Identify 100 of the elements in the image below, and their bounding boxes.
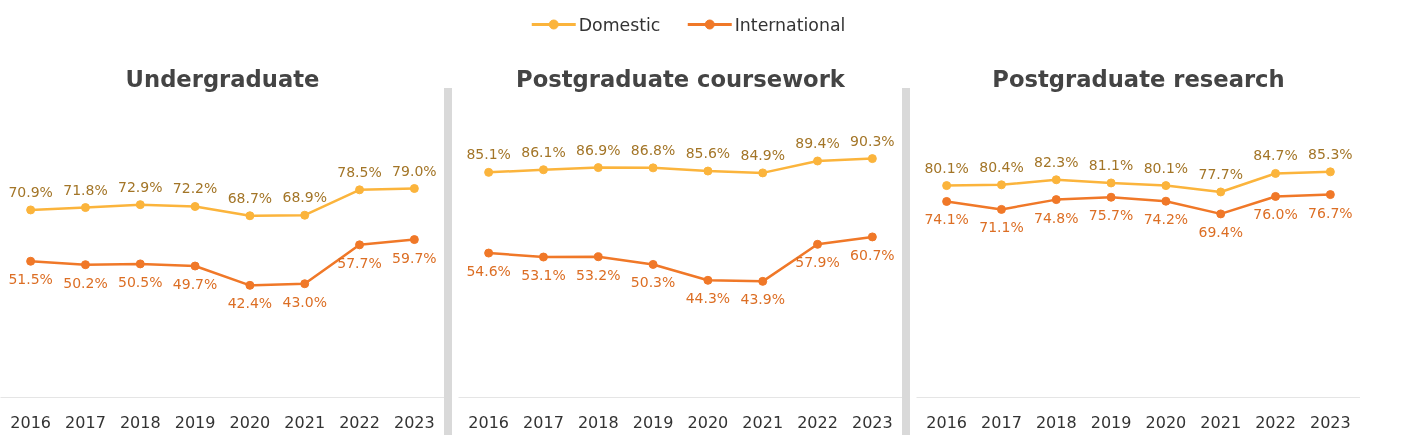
point (1106, 192, 1116, 202)
x-tick-label: 2020 (687, 412, 729, 432)
point (1161, 181, 1171, 191)
data-label: 57.9% (795, 254, 840, 271)
data-label: 82.3% (1034, 153, 1079, 170)
point (26, 256, 36, 266)
point (996, 180, 1006, 190)
data-label: 84.7% (1253, 147, 1298, 164)
chart-title: Postgraduate coursework (516, 65, 846, 92)
point (190, 202, 200, 211)
point (245, 211, 255, 221)
data-label: 68.9% (282, 189, 327, 206)
point (1271, 168, 1281, 178)
legend-label: Domestic (578, 14, 661, 35)
point (409, 235, 419, 245)
point (648, 163, 658, 173)
x-tick-label: 2018 (1035, 412, 1077, 432)
data-label: 68.7% (227, 189, 273, 206)
data-label: 81.1% (1088, 156, 1134, 173)
data-label: 50.3% (630, 274, 676, 291)
data-label: 76.7% (1308, 204, 1353, 221)
point (813, 239, 823, 249)
data-label: 84.9% (740, 146, 785, 163)
point (1106, 178, 1116, 188)
x-tick-label: 2023 (393, 412, 435, 432)
point (1216, 187, 1226, 197)
data-label: 59.7% (392, 249, 437, 266)
x-tick-label: 2017 (981, 412, 1022, 432)
data-label: 71.8% (63, 181, 108, 198)
point (758, 276, 768, 286)
point (1051, 175, 1061, 185)
x-tick-label: 2019 (632, 412, 674, 432)
data-label: 90.3% (850, 132, 895, 149)
point (1325, 167, 1335, 177)
chart-title: Undergraduate (125, 65, 320, 92)
data-label: 54.6% (466, 263, 511, 280)
data-label: 78.5% (337, 163, 382, 180)
data-label: 51.5% (8, 271, 53, 288)
x-tick-label: 2016 (10, 412, 52, 432)
point (484, 167, 494, 177)
x-tick-label: 2016 (926, 412, 968, 432)
point (409, 184, 419, 193)
x-tick-label: 2022 (797, 412, 838, 432)
x-tick-label: 2023 (1309, 412, 1351, 432)
point (1216, 209, 1226, 219)
point (703, 275, 713, 285)
data-label: 71.1% (979, 219, 1024, 236)
x-tick-label: 2021 (742, 412, 784, 432)
x-tick-label: 2019 (1090, 412, 1132, 432)
point (703, 166, 713, 176)
point (26, 205, 36, 215)
data-label: 75.7% (1088, 207, 1134, 224)
data-label: 86.1% (521, 143, 566, 160)
data-label: 43.0% (282, 293, 327, 310)
data-label: 50.2% (63, 274, 108, 291)
x-tick-label: 2022 (339, 412, 380, 432)
x-tick-label: 2020 (229, 412, 271, 432)
x-tick-label: 2021 (284, 412, 326, 432)
point (1325, 190, 1335, 200)
point (758, 168, 768, 178)
data-label: 74.2% (1143, 211, 1189, 228)
point (648, 259, 658, 269)
data-label: 70.9% (8, 183, 53, 200)
data-label: 53.2% (576, 266, 621, 283)
x-tick-label: 2019 (174, 412, 216, 432)
data-label: 74.8% (1034, 209, 1079, 226)
x-tick-label: 2016 (468, 412, 510, 432)
data-label: 85.3% (1308, 145, 1353, 162)
point (538, 165, 548, 175)
data-label: 42.4% (227, 295, 273, 312)
point (300, 279, 310, 289)
x-tick-label: 2017 (523, 412, 564, 432)
data-label: 85.6% (685, 145, 731, 162)
point (80, 203, 90, 213)
point (867, 154, 877, 164)
data-label: 43.9% (740, 291, 785, 308)
data-label: 50.5% (118, 273, 163, 290)
data-label: 49.7% (172, 276, 218, 293)
data-label: 80.1% (924, 159, 969, 176)
data-label: 89.4% (795, 134, 840, 151)
x-tick-label: 2023 (851, 412, 893, 432)
legend-label: International (734, 14, 846, 35)
data-label: 77.7% (1198, 165, 1243, 182)
point (135, 259, 145, 269)
data-label: 76.0% (1253, 206, 1298, 223)
point (996, 204, 1006, 214)
x-tick-label: 2018 (577, 412, 619, 432)
x-tick-label: 2021 (1200, 412, 1242, 432)
point (538, 252, 548, 262)
data-label: 80.4% (979, 158, 1024, 175)
data-label: 53.1% (521, 267, 566, 284)
x-tick-label: 2018 (119, 412, 161, 432)
data-label: 86.8% (630, 141, 676, 158)
point (190, 261, 200, 271)
data-label: 74.1% (924, 211, 969, 228)
data-label: 72.9% (118, 178, 163, 195)
point (813, 156, 823, 166)
data-label: 72.2% (172, 180, 218, 197)
data-label: 69.4% (1198, 223, 1243, 240)
point (484, 248, 494, 258)
